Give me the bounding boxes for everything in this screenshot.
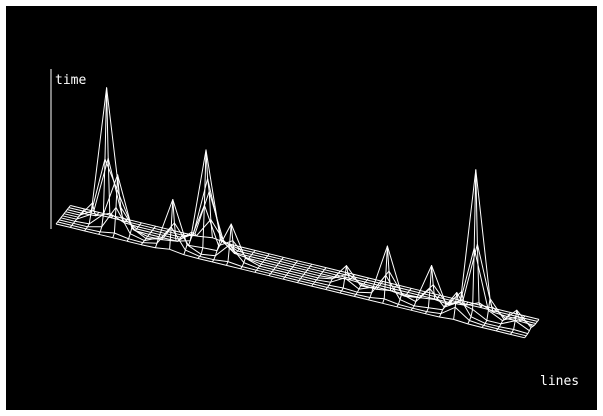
mesh-line-row	[63, 87, 533, 328]
mesh-depth-line	[481, 298, 497, 328]
mesh-line-row	[60, 174, 530, 332]
mesh-line-row	[67, 191, 536, 324]
mesh-line-row	[59, 199, 528, 335]
mesh-line-row	[68, 207, 538, 322]
mesh-line-row	[70, 205, 540, 320]
mesh-depth-line	[282, 260, 298, 280]
y-axis-label: time	[55, 73, 86, 88]
mesh-depth-line	[55, 205, 71, 225]
mesh-depth-line	[183, 231, 199, 255]
surface-chart: time lines	[50, 69, 579, 389]
mesh-depth-line	[311, 267, 327, 287]
mesh-depth-line	[268, 256, 284, 277]
mesh-depth-line	[154, 229, 171, 248]
mesh-depth-line	[254, 253, 270, 273]
mesh-depth-line	[297, 263, 313, 283]
mesh-line-row	[57, 221, 527, 337]
mesh-depth-line	[197, 149, 213, 259]
mesh-depth-line	[353, 277, 369, 297]
mesh-depth-line	[69, 208, 85, 228]
x-axis-label: lines	[540, 374, 579, 389]
mesh-depth-line	[169, 199, 185, 250]
surface-mesh	[55, 87, 540, 339]
mesh-depth-line	[524, 319, 540, 339]
mesh-line-row	[55, 223, 525, 339]
mesh-depth-line	[467, 169, 483, 325]
mesh-depth-line	[339, 265, 355, 294]
mesh-depth-line	[140, 225, 156, 246]
mesh-depth-line	[225, 223, 242, 266]
wireframe-plot: time lines	[6, 6, 597, 410]
